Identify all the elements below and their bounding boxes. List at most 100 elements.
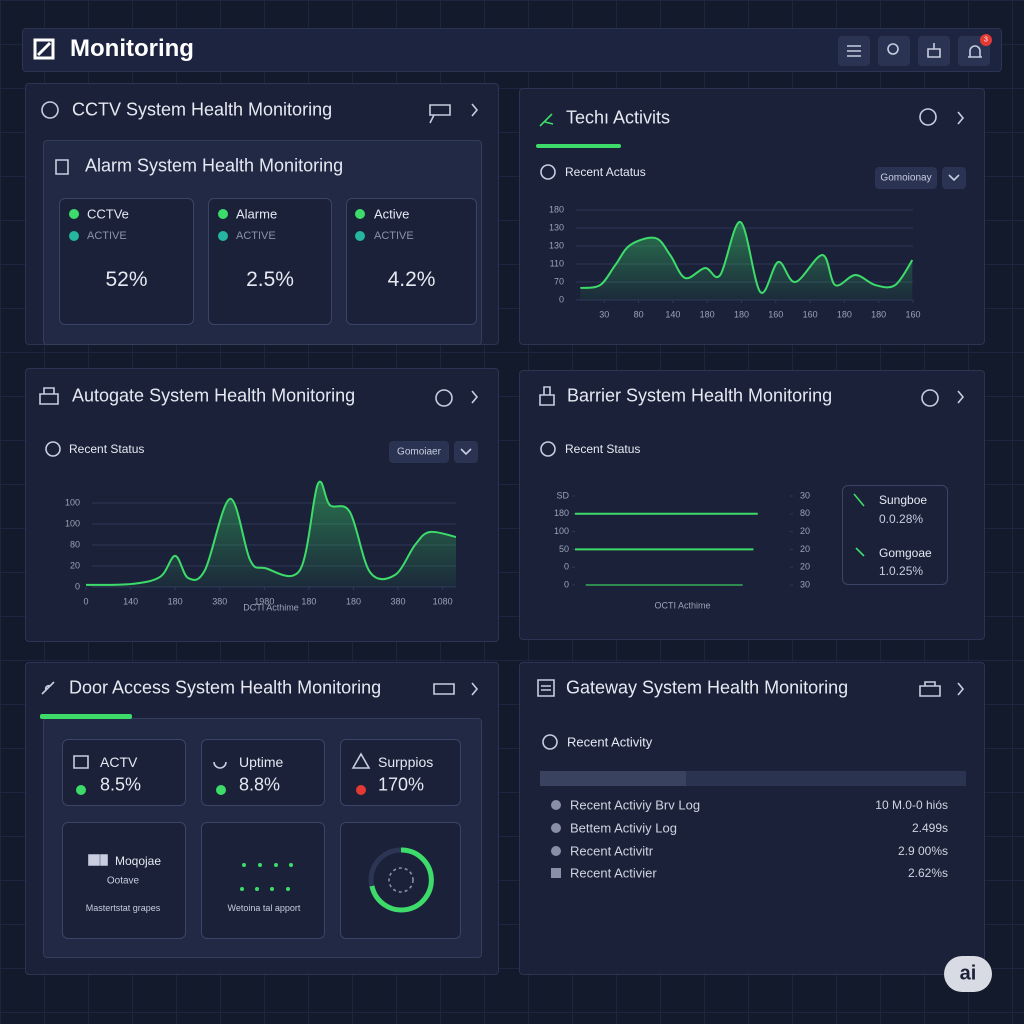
ai-label: ai	[959, 962, 977, 985]
y2-tick-label: 20	[800, 526, 810, 536]
card-status: ACTIVE	[374, 230, 414, 242]
x-tick-label: 160	[803, 309, 818, 319]
area-fill	[580, 221, 913, 300]
y2-tick-label: 80	[800, 508, 810, 518]
decor	[40, 34, 992, 891]
card-name: Alarme	[236, 206, 278, 222]
x-tick-label: 160	[905, 309, 920, 319]
share-icon	[927, 43, 941, 58]
x-tick-label: 180	[346, 596, 361, 606]
icons	[33, 38, 982, 913]
y-tick-label: 180	[554, 508, 569, 518]
x-tick-label: 140	[665, 309, 680, 319]
ring-center	[388, 867, 414, 893]
stat-label: ACTV	[100, 754, 138, 770]
header-icon	[433, 683, 455, 695]
row-value: 2.9 00%s	[897, 844, 948, 858]
y-tick-label: 100	[65, 497, 80, 507]
ai-badge[interactable]	[944, 956, 992, 992]
y-tick-label: 0	[75, 581, 80, 591]
dropdown-toggle[interactable]	[942, 167, 966, 189]
legend-label: Sungboe	[879, 493, 928, 507]
card-value: 4.2%	[387, 268, 436, 291]
status-dot	[355, 231, 365, 241]
card-name: CCTVe	[87, 206, 129, 222]
share-button[interactable]	[918, 36, 950, 66]
y2-tick-label: 30	[800, 579, 810, 589]
section-icon	[540, 164, 556, 180]
row-label: Recent Activitr	[570, 843, 654, 859]
panel-title: CCTV System Health Monitoring	[72, 99, 333, 120]
panel-title: Techı Activits	[566, 107, 671, 128]
header-icon	[919, 681, 941, 697]
dropdown-label: Gomoionay	[880, 172, 932, 184]
progress-bar	[536, 144, 621, 148]
tile	[340, 822, 461, 939]
status-dot	[218, 231, 228, 241]
row-value: 2.62%s	[907, 866, 948, 880]
status-dot	[218, 209, 228, 219]
panel-icon	[537, 679, 555, 697]
x-tick-label: 1980	[254, 596, 274, 606]
progress-bar	[40, 714, 132, 719]
menu-icon	[847, 45, 861, 57]
row-value: 2.499s	[911, 821, 948, 835]
panel-icon	[39, 387, 59, 405]
y-tick-label: 0	[564, 562, 569, 572]
status-card	[208, 198, 332, 325]
ring-progress	[369, 847, 434, 913]
search-button[interactable]	[878, 36, 910, 66]
panel-icon	[539, 113, 554, 127]
y-tick-label: 100	[554, 526, 569, 536]
status-dot	[216, 785, 226, 795]
x-tick-label: 180	[871, 309, 886, 319]
dropdown[interactable]	[875, 167, 937, 189]
panel-subtitle: Alarm System Health Monitoring	[85, 155, 344, 176]
x-tick-label: 160	[768, 309, 783, 319]
card-status: ACTIVE	[236, 230, 276, 242]
dropdown-toggle[interactable]	[454, 441, 478, 463]
status-dot	[356, 785, 366, 795]
card-value: 52%	[105, 268, 148, 291]
tile-caption: Wetoina tal apport	[227, 903, 301, 913]
x-tick-label: 0	[83, 596, 88, 606]
y2-tick-label: 30	[800, 490, 810, 500]
logo	[33, 38, 55, 60]
panel-icon	[41, 681, 55, 695]
x-axis-label: DCTI Acthime	[243, 602, 299, 612]
stat-value: 8.5%	[100, 774, 142, 795]
status-dot	[69, 209, 79, 219]
x-tick-label: 180	[168, 596, 183, 606]
legend-value: 0.0.28%	[879, 512, 924, 526]
legend-icon	[853, 493, 865, 557]
x-tick-label: 380	[391, 596, 406, 606]
header-icon	[919, 108, 937, 126]
line	[85, 480, 457, 586]
dropdown[interactable]	[389, 441, 449, 463]
dot-grid	[240, 863, 293, 891]
gateway-panel	[519, 662, 985, 975]
x-tick-label: 180	[700, 309, 715, 319]
tile	[62, 822, 186, 939]
header-icon	[435, 389, 453, 407]
card-name: Active	[374, 206, 410, 222]
section-icon	[540, 441, 556, 457]
row-label: Recent Activiy Brv Log	[570, 797, 701, 813]
card-status: ACTIVE	[87, 230, 127, 242]
autogate-panel	[25, 368, 499, 642]
header-icon	[921, 389, 939, 407]
section-icon	[45, 441, 61, 457]
badge-dot	[980, 34, 992, 46]
y-tick-label: 100	[65, 518, 80, 528]
row-label: Recent Activier	[570, 865, 657, 881]
line	[580, 221, 914, 294]
row-value: 10 M.0-0 hiós	[875, 798, 948, 812]
tile-title: Moqojae	[115, 854, 162, 868]
y-tick-label: 70	[554, 276, 564, 286]
y-tick-label: 50	[559, 544, 569, 554]
notification-count: 3	[984, 36, 988, 44]
panel-title: Door Access System Health Monitoring	[69, 677, 382, 698]
search-icon	[887, 43, 899, 55]
